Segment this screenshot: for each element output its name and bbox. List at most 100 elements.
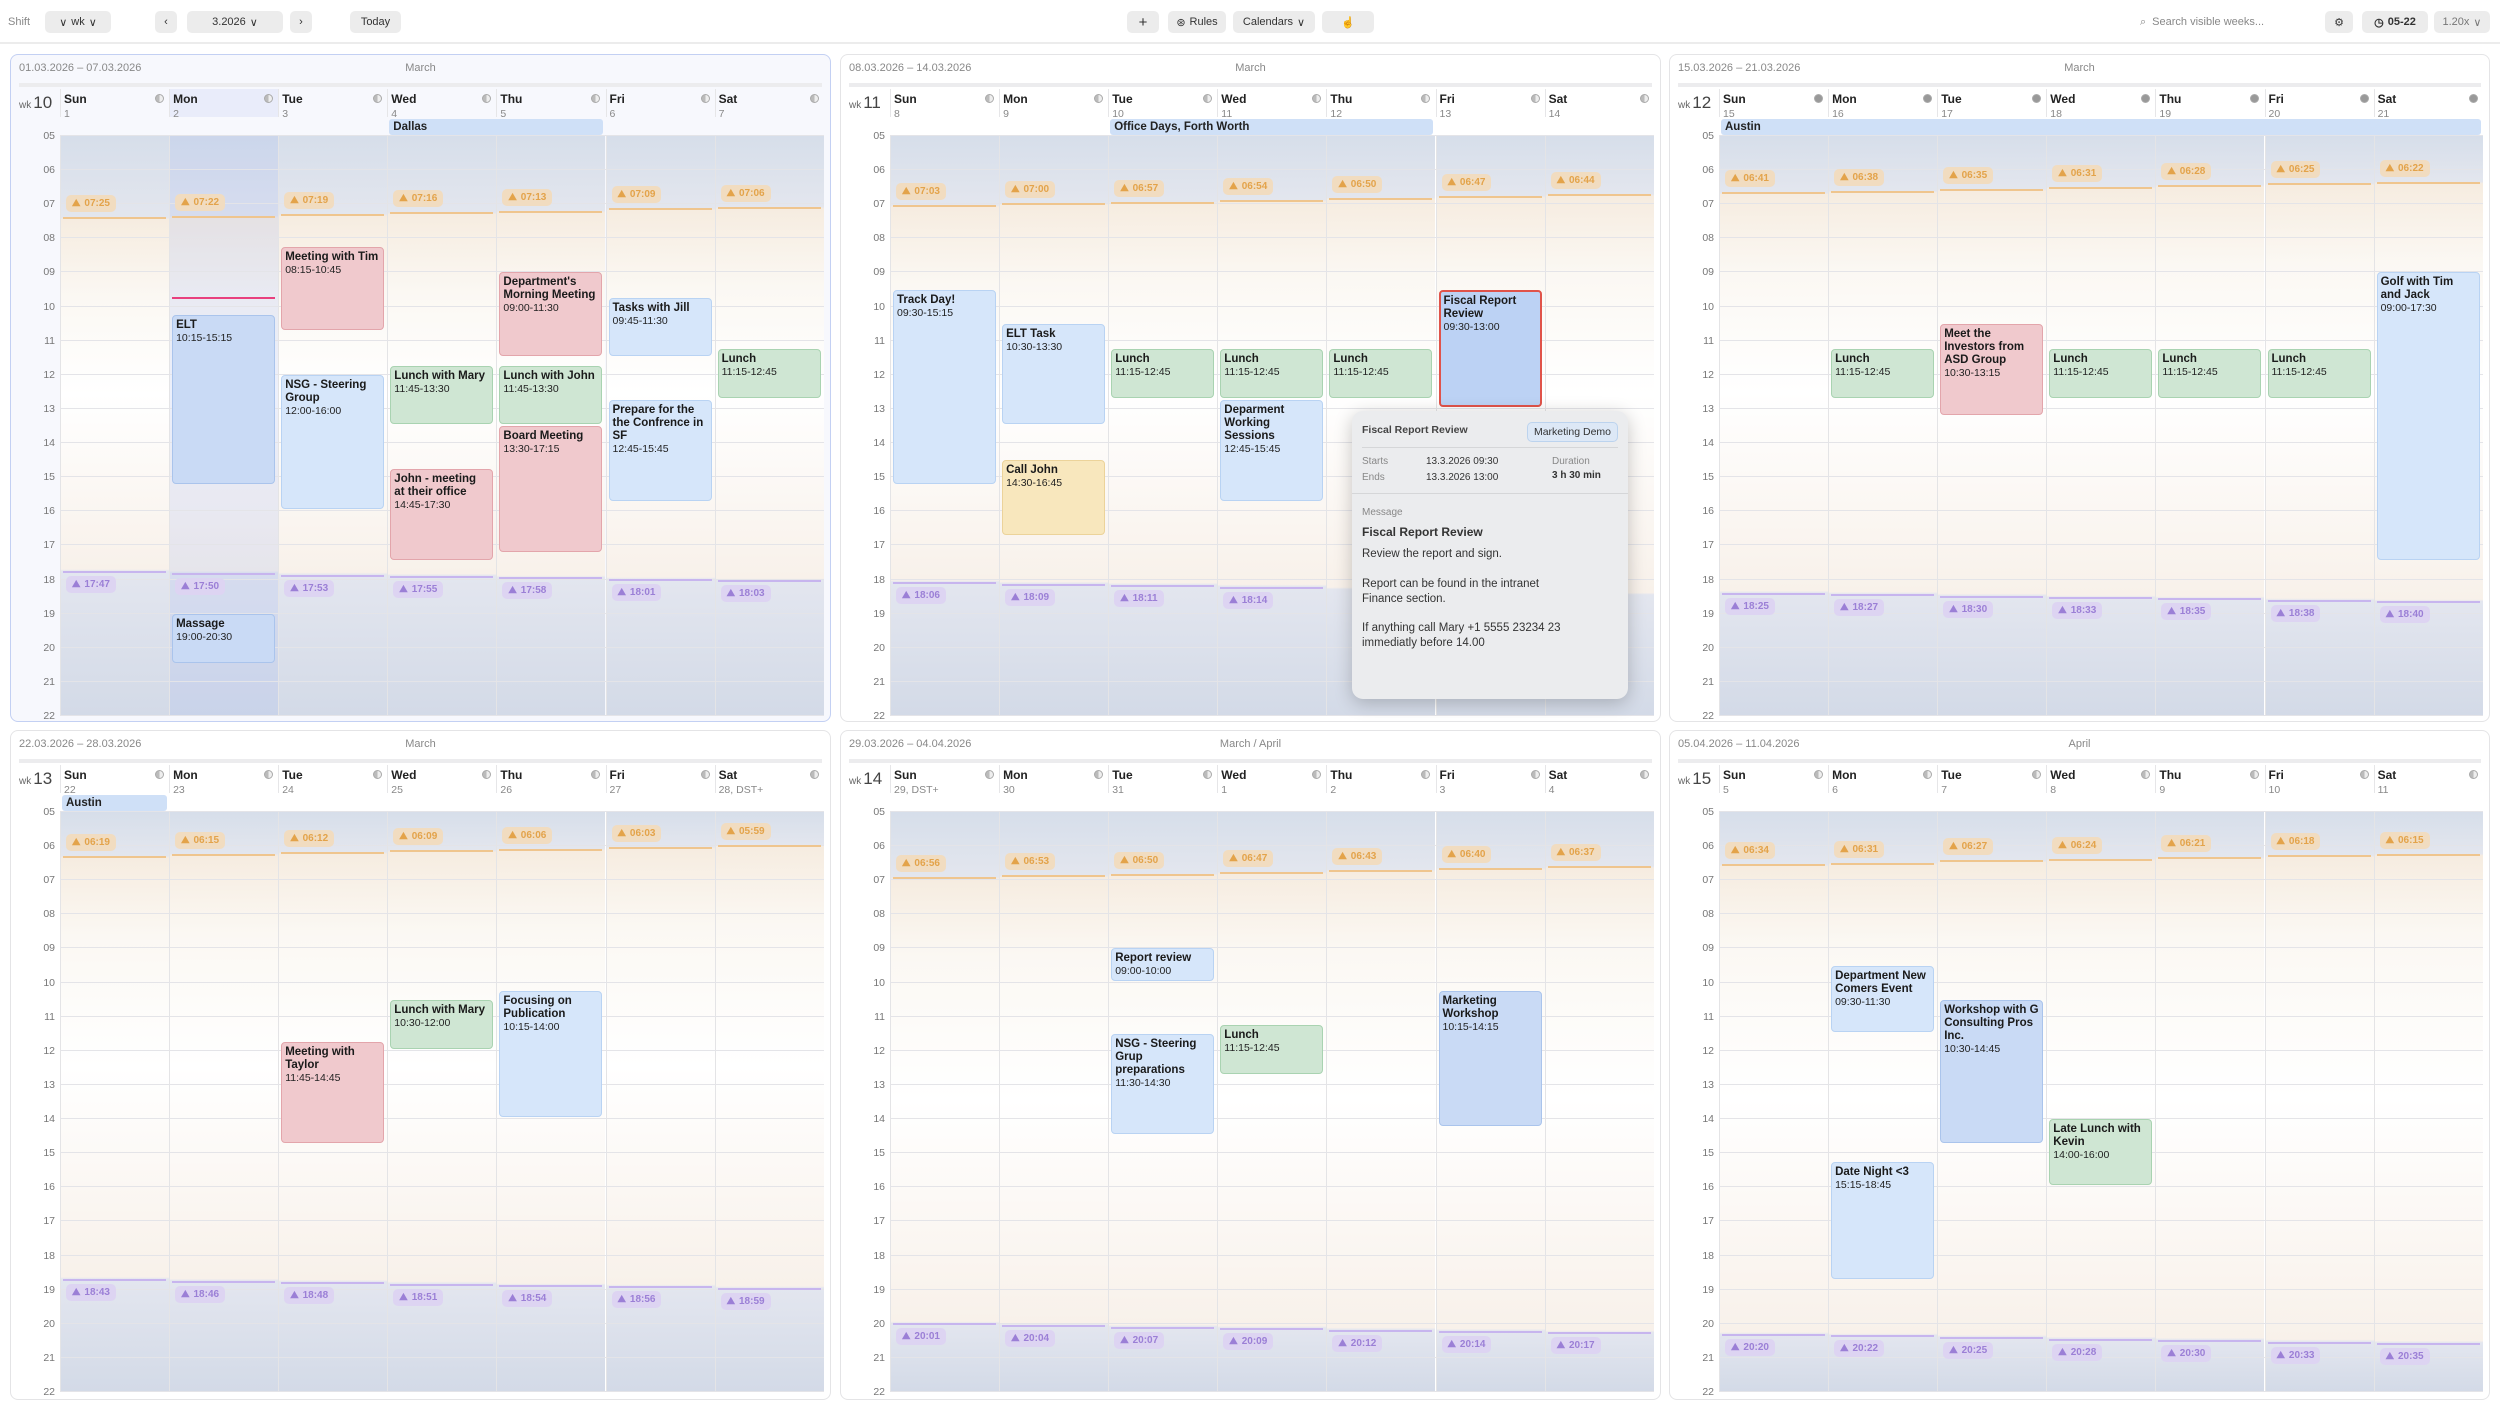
rules-button[interactable]: ⊛ Rules — [1168, 11, 1226, 33]
calendar-event[interactable]: Golf with Tim and Jack 09:00-17:30 — [2376, 272, 2480, 561]
day-header[interactable]: Mon 2 — [169, 89, 279, 120]
calendar-event[interactable]: Deparment Working Sessions 12:45-15:45 — [1220, 400, 1324, 501]
day-header[interactable]: Fri 10 — [2264, 765, 2374, 796]
day-column[interactable] — [60, 811, 170, 1391]
all-day-event[interactable]: Austin — [1721, 119, 2481, 135]
day-column[interactable] — [1719, 135, 1829, 715]
day-column[interactable] — [1719, 811, 1829, 1391]
all-day-event[interactable]: Austin — [62, 795, 168, 811]
calendar-event[interactable]: Lunch with Mary 10:30-12:00 — [390, 999, 494, 1049]
day-header[interactable]: Fri 27 — [605, 765, 715, 796]
day-header[interactable]: Sun 5 — [1719, 765, 1828, 796]
calendar-event[interactable]: Department's Morning Meeting 09:00-11:30 — [499, 272, 603, 356]
calendar-event[interactable]: ELT 10:15-15:15 — [172, 315, 276, 484]
calendar-event[interactable]: Lunch 11:15-12:45 — [2267, 349, 2371, 399]
calendar-event[interactable]: Date Night <3 15:15-18:45 — [1831, 1161, 1935, 1280]
next-button[interactable]: › — [290, 11, 312, 33]
day-header[interactable]: Thu 19 — [2155, 89, 2264, 120]
day-header[interactable]: Tue 17 — [1937, 89, 2046, 120]
day-header[interactable]: Wed 8 — [2046, 765, 2155, 796]
calendar-event[interactable]: Lunch 11:15-12:45 — [1329, 349, 1433, 399]
day-header[interactable]: Mon 30 — [999, 765, 1108, 796]
calendar-event[interactable]: ELT Task 10:30-13:30 — [1002, 323, 1106, 425]
calendar-badge[interactable]: Marketing Demo — [1526, 422, 1618, 442]
today-button[interactable]: Today — [350, 11, 401, 33]
calendar-event[interactable]: Track Day! 09:30-15:15 — [893, 289, 997, 484]
calendar-event[interactable]: Call John 14:30-16:45 — [1002, 460, 1106, 535]
zoom-dropdown[interactable]: 1.20x ∨ — [2434, 11, 2490, 33]
settings-button[interactable]: ⚙ — [2325, 11, 2353, 33]
day-header[interactable]: Sat 4 — [1544, 765, 1654, 796]
calendar-event[interactable]: Report review 09:00-10:00 — [1111, 948, 1215, 981]
day-header[interactable]: Sat 21 — [2373, 89, 2483, 120]
day-column[interactable] — [1828, 135, 1938, 715]
calendar-event[interactable]: Lunch 11:15-12:45 — [1111, 349, 1215, 399]
day-header[interactable]: Sun 29, DST+ — [890, 765, 999, 796]
day-column[interactable] — [2373, 811, 2483, 1391]
calendars-dropdown[interactable]: Calendars ∨ — [1233, 11, 1315, 33]
day-header[interactable]: Mon 6 — [1828, 765, 1937, 796]
search-input[interactable]: Search visible weeks... — [2152, 16, 2265, 28]
day-column[interactable] — [2264, 135, 2374, 715]
previous-button[interactable]: ‹ — [155, 11, 177, 33]
day-header[interactable]: Sat 11 — [2373, 765, 2483, 796]
calendar-event[interactable]: Fiscal Report Review 09:30-13:00 — [1438, 289, 1542, 407]
search-field[interactable]: ⌕ Search visible weeks... — [2140, 11, 2264, 33]
all-day-event[interactable]: Dallas — [389, 119, 604, 135]
day-header[interactable]: Tue 10 — [1108, 89, 1217, 120]
calendar-event[interactable]: Board Meeting 13:30-17:15 — [499, 426, 603, 552]
day-column[interactable] — [2046, 811, 2156, 1391]
day-header[interactable]: Sat 28, DST+ — [714, 765, 824, 796]
day-column[interactable] — [999, 135, 1109, 715]
day-column[interactable] — [714, 135, 824, 715]
day-column[interactable] — [1828, 811, 1938, 1391]
shift-unit-dropdown[interactable]: ∨ wk ∨ — [45, 11, 111, 33]
period-dropdown[interactable]: 3.2026 ∨ — [187, 11, 283, 33]
calendar-event[interactable]: Lunch 11:15-12:45 — [2158, 349, 2262, 399]
calendar-event[interactable]: Department New Comers Event 09:30-11:30 — [1831, 965, 1935, 1032]
day-column[interactable] — [60, 135, 170, 715]
calendar-event[interactable]: Focusing on Publication 10:15-14:00 — [499, 991, 603, 1118]
day-column[interactable] — [1937, 135, 2047, 715]
calendar-event[interactable]: Massage 19:00-20:30 — [172, 613, 276, 663]
calendar-event[interactable]: Lunch 11:15-12:45 — [1220, 349, 1324, 399]
calendar-event[interactable]: Prepare for the the Confrence in SF 12:45… — [608, 400, 712, 501]
calendar-event[interactable]: Lunch with John 11:45-13:30 — [499, 366, 603, 424]
day-header[interactable]: Sat 7 — [714, 89, 824, 120]
day-column[interactable] — [387, 135, 497, 715]
day-header[interactable]: Fri 20 — [2264, 89, 2374, 120]
calendar-event[interactable]: Lunch 11:15-12:45 — [2049, 349, 2153, 399]
calendar-event[interactable]: Meeting with Tim 08:15-10:45 — [281, 246, 385, 331]
calendar-event[interactable]: Tasks with Jill 09:45-11:30 — [608, 298, 712, 356]
day-header[interactable]: Sun 22 — [60, 765, 169, 796]
day-column[interactable] — [2264, 811, 2374, 1391]
calendar-event[interactable]: NSG - Steering Group 12:00-16:00 — [281, 374, 385, 510]
day-column[interactable] — [1326, 811, 1436, 1391]
day-header[interactable]: Sun 8 — [890, 89, 999, 120]
day-header[interactable]: Mon 16 — [1828, 89, 1937, 120]
day-header[interactable]: Thu 26 — [496, 765, 605, 796]
day-column[interactable] — [1544, 811, 1654, 1391]
calendar-event[interactable]: Meet the Investors from ASD Group 10:30-1… — [1940, 323, 2044, 416]
day-header[interactable]: Thu 5 — [496, 89, 605, 120]
day-header[interactable]: Sat 14 — [1544, 89, 1654, 120]
day-header[interactable]: Wed 11 — [1217, 89, 1326, 120]
day-header[interactable]: Tue 24 — [278, 765, 387, 796]
day-column[interactable] — [999, 811, 1109, 1391]
day-header[interactable]: Fri 3 — [1435, 765, 1545, 796]
day-column[interactable] — [2155, 811, 2265, 1391]
day-header[interactable]: Tue 3 — [278, 89, 387, 120]
calendar-event[interactable]: Meeting with Taylor 11:45-14:45 — [281, 1042, 385, 1143]
day-column[interactable] — [2155, 135, 2265, 715]
hours-range-button[interactable]: ◷ 05-22 — [2362, 11, 2428, 33]
day-header[interactable]: Thu 9 — [2155, 765, 2264, 796]
day-column[interactable] — [1108, 135, 1218, 715]
day-header[interactable]: Mon 23 — [169, 765, 278, 796]
calendar-event[interactable]: Marketing Workshop 10:15-14:15 — [1438, 991, 1542, 1126]
calendar-event[interactable]: Lunch 11:15-12:45 — [717, 349, 821, 399]
add-button[interactable]: + — [1127, 11, 1159, 33]
day-header[interactable]: Wed 18 — [2046, 89, 2155, 120]
day-column[interactable] — [1217, 811, 1327, 1391]
day-header[interactable]: Sun 15 — [1719, 89, 1828, 120]
day-column[interactable] — [890, 811, 1000, 1391]
